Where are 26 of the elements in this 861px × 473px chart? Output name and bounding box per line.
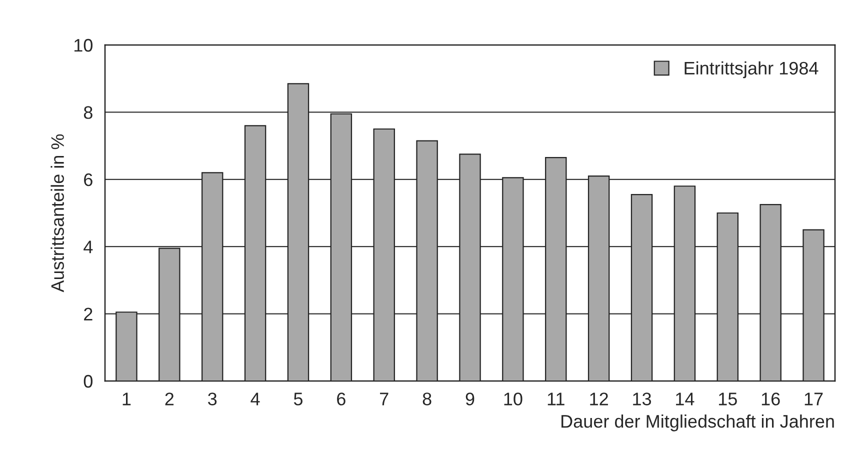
- x-tick-label: 17: [804, 392, 823, 406]
- x-tick-label: 13: [633, 392, 652, 406]
- x-tick-label: 1: [122, 392, 131, 406]
- x-tick-label: 3: [208, 392, 217, 406]
- x-axis-title: Dauer der Mitgliedschaft in Jahren: [562, 414, 834, 432]
- y-axis-title: Austrittsanteile in %: [50, 134, 64, 292]
- x-tick-label: 15: [718, 392, 737, 406]
- y-tick-label: 4: [84, 240, 93, 254]
- x-tick-label: 14: [676, 392, 694, 406]
- x-tick-label: 12: [590, 392, 608, 406]
- y-tick-label: 6: [84, 173, 92, 186]
- x-tick-label: 8: [422, 392, 432, 406]
- x-tick-label: 9: [466, 392, 474, 406]
- x-tick-label: 16: [762, 392, 780, 406]
- legend-label: Eintrittsjahr 1984: [684, 61, 818, 78]
- x-tick-label: 7: [380, 392, 388, 406]
- x-tick-label: 5: [294, 392, 302, 406]
- x-tick-label: 11: [548, 392, 564, 406]
- y-tick-label: 8: [84, 106, 92, 119]
- y-tick-label: 0: [84, 374, 92, 388]
- y-tick-label: 2: [84, 308, 92, 320]
- x-tick-label: 4: [250, 392, 260, 406]
- x-tick-label: 2: [165, 392, 174, 406]
- x-tick-label: 10: [504, 392, 522, 406]
- y-tick-label: 10: [74, 38, 92, 52]
- x-tick-label: 6: [337, 392, 346, 406]
